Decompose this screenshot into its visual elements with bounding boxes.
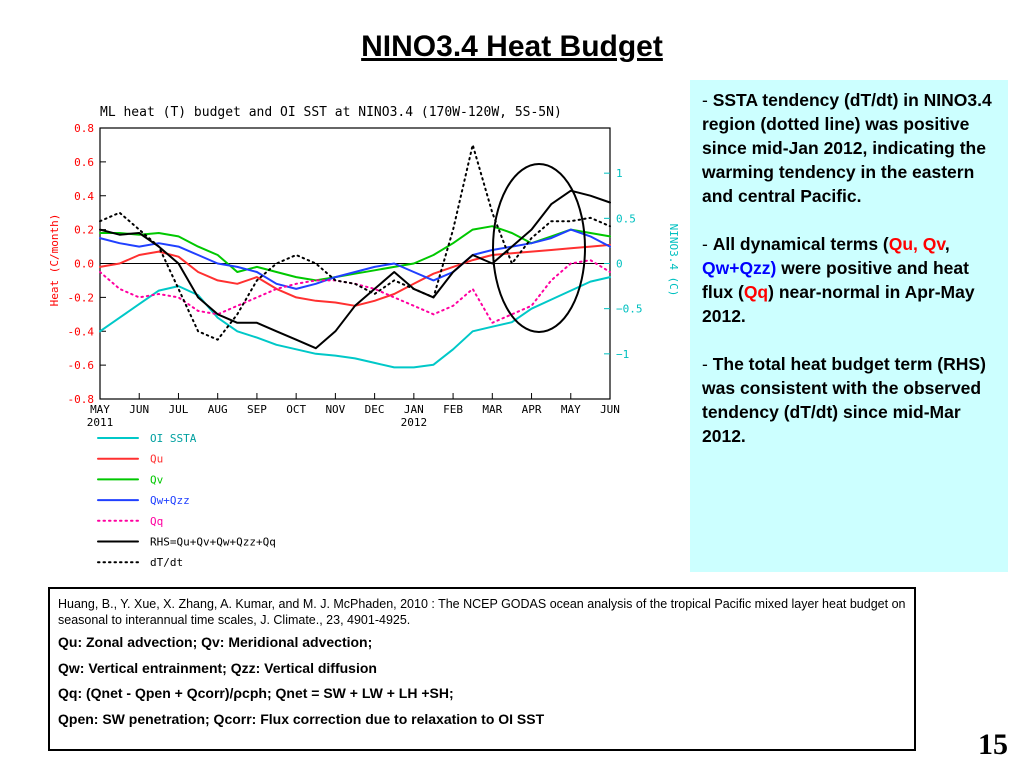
x-tick-label: JUN [129,403,149,416]
note-2-qq: Qq [743,282,769,302]
y-left-tick-label: -0.8 [68,393,95,406]
heat-budget-chart: ML heat (T) budget and OI SST at NINO3.4… [48,105,678,569]
series-line [99,276,611,369]
series-line [99,228,611,290]
y-right-tick-label: 0.5 [616,212,636,225]
note-2-comma: , [944,234,950,254]
x-tick-label: JUN [600,403,620,416]
note-3-dash: - [702,354,713,374]
y-left-tick-label: 0.2 [74,224,94,237]
x-tick-label: SEP [247,403,267,416]
y-right-tick-label: −0.5 [616,303,643,316]
legend: OI SSTA Qu Qv Qw+Qzz Qq RHS=Qu+Qv+Qw+Qzz+Qq dT… [97,432,276,569]
note-2-qu: Qu, [888,234,918,254]
series-line [99,143,611,341]
note-2-dash: - [702,234,713,254]
legend-label: OI SSTA [150,432,197,445]
note-3-text: The total heat budget term (RHS) was con… [702,354,986,446]
note-2-qv: Qv [922,234,945,254]
reference-line: Qq: (Qnet - Qpen + Qcorr)/ρcph; Qnet = S… [58,685,454,701]
legend-label: Qq [150,515,163,528]
reference-line: Qw: Vertical entrainment; Qzz: Vertical … [58,659,377,676]
x-tick-label: JAN [404,403,424,416]
y-left-ticks: 0.8 0.6 0.4 0.2 0.0 -0.2 -0.4 -0.6 -0.8 [68,122,106,406]
y-right-tick-label: 0 [616,258,623,271]
x-tick-label: JUL [169,403,189,416]
note-2-text-a: All dynamical terms ( [712,234,889,254]
x-tick-label: AUG [208,403,228,416]
page-number: 15 [978,728,1008,761]
series-line [99,243,611,307]
x-year-label: 2012 [401,416,428,429]
y-right-tick-label: 1 [616,167,623,180]
x-tick-label: MAR [482,403,502,416]
reference-citation: Huang, B., Y. Xue, X. Zhang, A. Kumar, a… [58,597,906,627]
note-2-text-c: ) near-normal in Apr-May 2012. [702,282,975,326]
y-left-tick-label: 0.4 [74,190,94,203]
series-layer [99,143,611,369]
y-left-tick-label: 0.6 [74,156,94,169]
x-tick-label: MAY [561,403,581,416]
legend-label: Qw+Qzz [150,494,190,507]
series-line [99,225,611,282]
slide-title: NINO3.4 Heat Budget [361,30,663,63]
x-ticks: MAY JUN JUL AUG SEP OCT NOV DEC JAN FEB MAR APR MAY J… [87,393,620,429]
note-2-qwqzz: Qw+Qzz) [702,258,777,278]
reference-line: Qpen: SW penetration; Qcorr: Flux correc… [58,710,545,727]
y-left-tick-label: 0.8 [74,122,94,135]
note-2-text-b: were positive and heat flux ( [702,258,969,302]
series-line [99,189,611,350]
y-right-axis-label: NINO3.4 (C) [667,224,678,297]
note-2: - All dynamical terms (Qu, Qv, Qw+Qzz) w… [702,232,996,328]
y-left-tick-label: -0.4 [68,325,95,338]
x-tick-label: FEB [443,403,463,416]
legend-label: RHS=Qu+Qv+Qw+Qzz+Qq [150,536,276,549]
x-tick-label: MAY [90,403,110,416]
legend-label: Qv [150,473,164,486]
note-1-text: SSTA tendency (dT/dt) in NINO3.4 region … [702,90,992,206]
note-1-dash: - [702,90,713,110]
x-year-label: 2011 [87,416,114,429]
notes-panel: - SSTA tendency (dT/dt) in NINO3.4 regio… [690,80,1008,572]
y-left-axis-label: Heat (C/month) [48,214,61,307]
reference-line: Qu: Zonal advection; Qv: Meridional adve… [58,634,373,650]
legend-label: dT/dt [150,556,183,569]
reference-box: Huang, B., Y. Xue, X. Zhang, A. Kumar, a… [48,587,916,751]
y-right-ticks: 1 0.5 0 −0.5 −1 [604,167,643,361]
x-tick-label: APR [522,403,542,416]
x-tick-label: OCT [286,403,306,416]
highlight-ellipse [492,163,586,333]
y-left-tick-label: -0.6 [68,359,95,372]
chart-title: ML heat (T) budget and OI SST at NINO3.4… [100,105,562,120]
note-1: - SSTA tendency (dT/dt) in NINO3.4 regio… [702,88,996,208]
y-left-tick-label: 0.0 [74,258,94,271]
note-3: - The total heat budget term (RHS) was c… [702,352,996,448]
y-left-tick-label: -0.2 [68,291,95,304]
x-tick-label: NOV [325,403,345,416]
series-line [99,259,611,324]
y-right-tick-label: −1 [616,348,629,361]
legend-label: Qu [150,453,163,466]
x-tick-label: DEC [365,403,385,416]
